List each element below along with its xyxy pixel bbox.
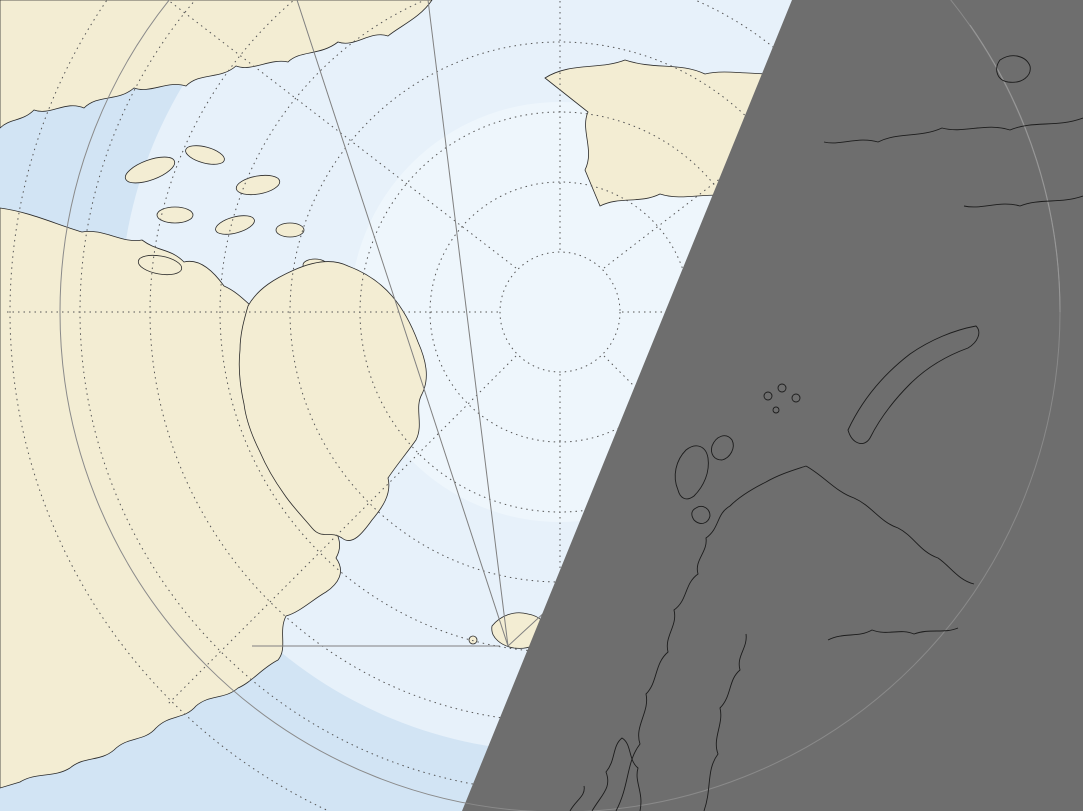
coast-russia-north2: [963, 195, 1083, 208]
coast-bothnia: [703, 633, 747, 811]
land-greenland: [238, 261, 427, 541]
island: [185, 145, 225, 165]
coast-franzjosef: [777, 383, 787, 393]
island: [137, 254, 183, 276]
island: [215, 215, 255, 235]
land-siberia: [0, 0, 433, 129]
coast-russia-north: [823, 117, 1083, 144]
coast-whitesea: [805, 465, 975, 585]
night-shade: [462, 0, 1083, 811]
islet: [468, 635, 478, 645]
bottom-status-bar: [0, 795, 1083, 811]
coast-norway: [615, 465, 807, 811]
coast-franzjosef: [772, 406, 780, 414]
coast-ireland: [569, 785, 585, 811]
coast-kola: [827, 627, 959, 641]
coast-franzjosef: [791, 393, 801, 403]
coast-uk: [591, 737, 642, 811]
coast-novaya-zemlya: [847, 325, 980, 444]
night-coastlines: [569, 55, 1083, 811]
coast-franzjosef: [763, 391, 773, 401]
coast-svalbard-ne: [711, 435, 734, 461]
coast-svalbard-s: [691, 505, 711, 524]
island: [124, 156, 176, 184]
island: [275, 222, 305, 238]
island: [235, 174, 281, 196]
geographic-arcs: [59, 0, 1061, 811]
island: [156, 206, 194, 224]
coast-svalbard: [674, 445, 709, 500]
coast-island-ne: [996, 55, 1031, 83]
